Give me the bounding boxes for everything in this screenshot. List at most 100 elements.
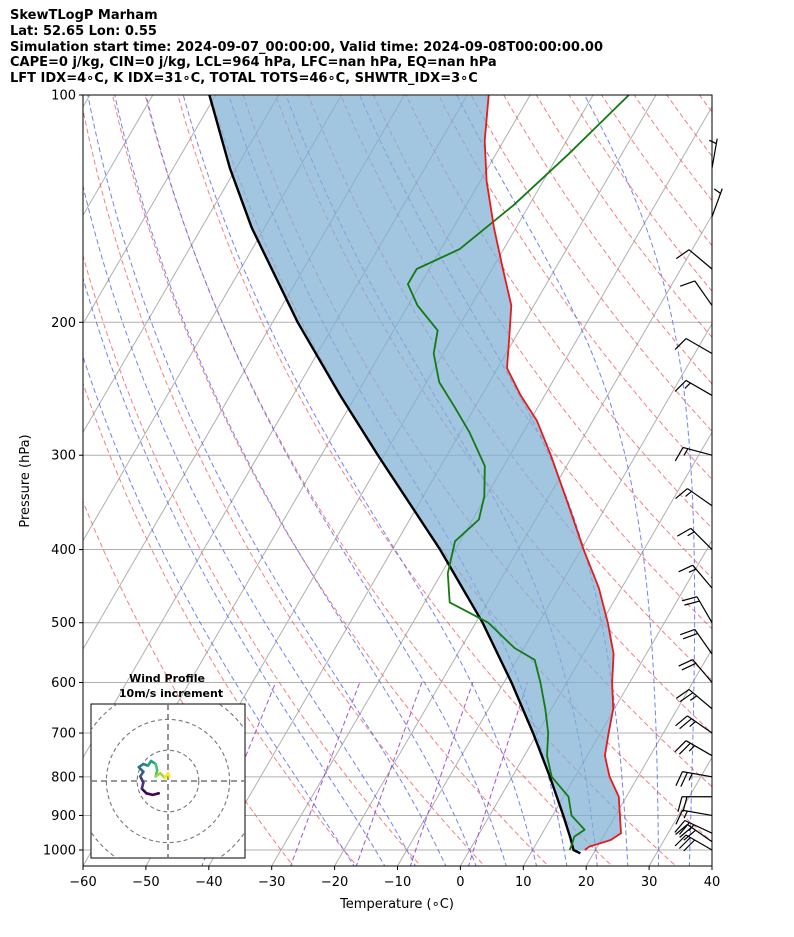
dry-adiabat [470, 95, 712, 433]
wind-barb-feather [674, 338, 687, 350]
moist-adiabat [83, 276, 386, 866]
wind-barb-feather [675, 809, 683, 825]
x-tick-label: −30 [258, 875, 285, 890]
hodograph-ring [136, 749, 200, 813]
wind-barb [680, 628, 713, 655]
temperature-profile-line [483, 95, 622, 851]
wind-barb [674, 834, 713, 852]
wind-barb-feather [675, 824, 688, 835]
wind-barb-feather [675, 715, 688, 727]
wind-barb-feather [677, 796, 683, 812]
isotherm-line [648, 756, 712, 866]
cape-cin-shading [209, 95, 621, 851]
moist-adiabat [182, 95, 538, 866]
dry-adiabat [83, 381, 358, 866]
wind-barb-feather [683, 839, 696, 852]
dry-adiabat [698, 95, 712, 113]
x-tick-label: −40 [195, 875, 222, 890]
wind-barb-feather [680, 772, 688, 787]
wind-barb [674, 338, 713, 355]
wind-barb [674, 379, 713, 396]
wind-barb [675, 249, 713, 270]
moist-adiabat [456, 95, 659, 866]
wind-barb-staff [682, 771, 713, 778]
mixing-ratio-line [467, 682, 528, 866]
hodograph-segment [166, 771, 171, 778]
wind-barb-half-feather [688, 824, 695, 832]
wind-barb-feather [674, 447, 684, 462]
wind-barb-half-feather [687, 531, 695, 537]
wind-barb-half-feather [689, 721, 697, 728]
wind-barb [677, 527, 713, 550]
y-tick-label: 400 [51, 543, 76, 558]
wind-barb [675, 715, 713, 734]
mixing-ratio-line [409, 682, 474, 866]
dry-adiabat [144, 95, 613, 866]
hodograph-plot [91, 704, 245, 858]
wind-barb-staff [711, 188, 723, 218]
x-tick-label: 10 [515, 875, 532, 890]
dewpoint-profile-line [407, 95, 630, 851]
x-tick-label: 20 [578, 875, 595, 890]
moist-adiabat [145, 95, 507, 866]
wind-barb-feather [682, 632, 698, 640]
y-tick-label: 500 [51, 616, 76, 631]
moist-adiabat [114, 95, 477, 866]
wind-barb-feather [675, 488, 688, 500]
wind-barb [674, 446, 713, 462]
wind-barb-half-feather [713, 188, 721, 194]
dry-adiabat [600, 95, 712, 247]
moist-adiabat [720, 95, 747, 875]
wind-barb [677, 796, 712, 812]
wind-barb-feather [675, 249, 690, 260]
wind-barb-feather [681, 662, 697, 671]
wind-barb [674, 740, 713, 757]
dry-adiabat [568, 95, 712, 292]
isotherm-line [775, 95, 794, 866]
y-tick-label: 100 [51, 89, 76, 104]
header-times: Simulation start time: 2024-09-07_00:00:… [10, 39, 603, 55]
x-tick-label: −20 [321, 875, 348, 890]
dry-adiabat [722, 82, 794, 876]
wind-barb [675, 688, 713, 710]
wind-barb-feather [674, 820, 686, 833]
wind-barb [711, 188, 723, 218]
wind-barb-feather [680, 628, 695, 636]
wind-barb-staff [688, 689, 713, 710]
wind-barb-staff [711, 138, 718, 169]
wind-barb-feather [674, 740, 687, 753]
y-tick-label: 700 [51, 727, 76, 742]
isotherm-line [711, 865, 712, 866]
wind-barb [680, 280, 713, 306]
wind-barb-half-feather [689, 695, 698, 701]
wind-barb-feather [682, 796, 688, 812]
isotherm-line [397, 322, 712, 866]
wind-barb-half-feather [688, 568, 697, 573]
dry-adiabat [112, 95, 549, 866]
wind-barb-feather [679, 718, 692, 730]
wind-barb [681, 596, 713, 624]
y-tick-label: 600 [51, 676, 76, 691]
isotherm-line [83, 95, 91, 108]
x-tick-label: −10 [384, 875, 411, 890]
wind-barb [675, 488, 713, 507]
wind-barb-feather [674, 380, 687, 392]
hodograph-title: Wind Profile [129, 672, 205, 685]
wind-barb-half-feather [685, 490, 692, 497]
x-tick-label: 40 [704, 875, 721, 890]
wind-barb-feather [678, 837, 691, 849]
header-location: Lat: 52.65 Lon: 0.55 [10, 23, 157, 39]
sounding-profiles [208, 95, 630, 855]
mixing-ratio-line [355, 682, 423, 866]
parcel-profile-line [208, 95, 581, 855]
y-tick-label: 800 [51, 770, 76, 785]
header-indices-1: CAPE=0 j/kg, CIN=0 j/kg, LCL=964 hPa, LF… [10, 55, 497, 71]
wind-barb-feather [678, 742, 691, 755]
mixing-ratio-line [290, 682, 361, 866]
wind-barb-half-feather [688, 773, 693, 781]
x-tick-label: 0 [456, 875, 464, 890]
y-axis-label: Pressure (hPa) [18, 434, 33, 527]
header-indices-2: LFT IDX=4∘C, K IDX=31∘C, TOTAL TOTS=46∘C… [10, 71, 478, 87]
dry-adiabat [83, 107, 486, 866]
mixing-ratio-lines [201, 682, 528, 866]
